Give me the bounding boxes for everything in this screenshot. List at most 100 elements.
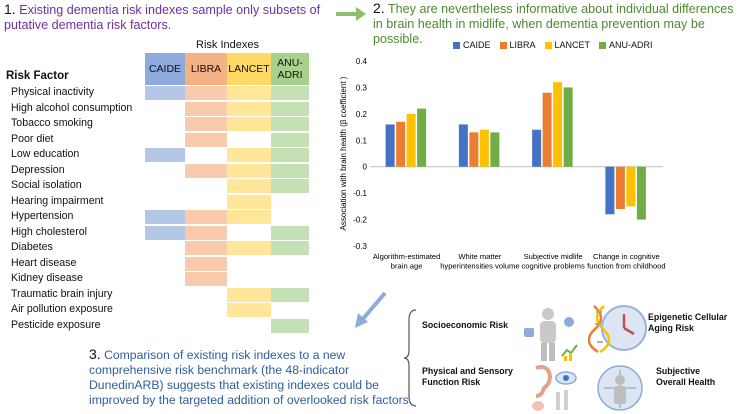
table-title: Risk Indexes (196, 39, 259, 51)
index-cell-lancet (227, 287, 271, 302)
index-cell-lancet (227, 179, 271, 193)
y-tick-label: 0.2 (356, 110, 368, 119)
bar-lancet-1 (479, 129, 489, 167)
legend-label: LANCET (554, 40, 591, 50)
index-cell-lancet (227, 86, 271, 100)
index-cell-caide (145, 148, 185, 162)
x-category-label: Subjective midlife (524, 252, 583, 261)
risk-factor-label: High cholesterol (11, 225, 87, 238)
index-cell-anu-adri (271, 163, 309, 178)
risk-factor-label: Social isolation (11, 179, 82, 191)
sensory-icon (532, 365, 577, 411)
y-tick-label: -0.2 (353, 216, 367, 225)
index-cell-lancet (227, 117, 271, 131)
risk-factor-row: Poor diet (0, 132, 320, 148)
down-left-arrow-icon (355, 291, 387, 328)
index-cell-libra (185, 101, 227, 116)
risk-factor-label: Air pollution exposure (11, 303, 113, 315)
risk-factor-row: Hypertension (0, 209, 320, 225)
index-cell-caide (145, 86, 185, 100)
risk-factor-label: Depression (11, 163, 65, 176)
risk-factor-label: Traumatic brain injury (11, 287, 113, 300)
legend-swatch (544, 41, 552, 49)
risk-factor-label: Physical inactivity (11, 86, 95, 98)
risk-factor-label: Diabetes (11, 241, 53, 253)
epigenetic-risk-label: Epigenetic Cellular Aging Risk (648, 312, 728, 333)
overall-health-icon (597, 365, 643, 411)
column-header-caide: CAIDE (145, 53, 185, 85)
bar-lancet-0 (406, 113, 416, 167)
index-cell-lancet (227, 194, 271, 209)
heading-3: 3. Comparison of existing risk indexes t… (89, 347, 419, 408)
person-icon (524, 308, 578, 361)
risk-factor-row: Kidney disease (0, 271, 320, 287)
risk-factor-label: Hypertension (11, 210, 74, 222)
risk-factor-row: Heart disease (0, 256, 320, 272)
bar-libra-0 (396, 121, 406, 167)
bar-caide-3 (605, 166, 615, 215)
index-cell-libra (185, 241, 227, 255)
risk-factor-label: Poor diet (11, 132, 54, 145)
index-cell-lancet (227, 163, 271, 178)
index-cell-anu-adri (271, 241, 309, 255)
bar-caide-1 (458, 124, 468, 167)
x-category-label: hyperintensities volume (440, 262, 519, 271)
legend-item: LANCET (544, 40, 591, 50)
index-cell-anu-adri (271, 117, 309, 131)
index-cell-anu-adri (271, 287, 309, 302)
index-cell-libra (185, 210, 227, 224)
index-cell-lancet (227, 210, 271, 224)
index-cell-libra (185, 132, 227, 147)
risk-factor-label: High alcohol consumption (11, 101, 133, 114)
column-header-anu-adri: ANU-ADRI (271, 53, 309, 85)
index-cell-anu-adri (271, 179, 309, 193)
legend-item: CAIDE (453, 40, 491, 50)
y-tick-label: -0.3 (353, 242, 367, 251)
y-tick-label: 0.3 (356, 83, 368, 92)
index-cell-lancet (227, 303, 271, 317)
y-axis-label: Association with brain health (β coeffic… (339, 76, 348, 230)
chart-legend: CAIDE LIBRA LANCET ANU-ADRI (453, 40, 653, 50)
index-cell-libra (185, 256, 227, 271)
x-category-label: Change in cognitive (593, 252, 660, 261)
index-cell-caide (145, 225, 185, 240)
index-cell-caide (145, 210, 185, 224)
risk-factor-row: Depression (0, 163, 320, 179)
risk-factor-label: Pesticide exposure (11, 318, 101, 331)
column-header-lancet: LANCET (227, 53, 271, 85)
heading-1: 1. Existing dementia risk indexes sample… (4, 2, 334, 33)
right-arrow-icon (336, 7, 366, 21)
bar-anu-adri-0 (417, 108, 427, 167)
x-category-label: Algorithm-estimated (373, 252, 441, 261)
risk-factor-label: Heart disease (11, 256, 77, 269)
heading-2-text: They are nevertheless informative about … (373, 2, 734, 46)
bar-libra-1 (469, 132, 479, 167)
risk-factor-row: High cholesterol (0, 225, 320, 241)
physical-sensory-risk-label: Physical and Sensory Function Risk (422, 366, 513, 387)
risk-factor-row: High alcohol consumption (0, 101, 320, 117)
legend-swatch (599, 41, 607, 49)
risk-factor-label: Kidney disease (11, 272, 83, 284)
bar-chart: Association with brain health (β coeffic… (339, 57, 666, 271)
bar-caide-2 (532, 129, 542, 167)
dna-clock-icon (588, 305, 647, 354)
heading-3-text: Comparison of existing risk indexes to a… (89, 348, 413, 407)
bar-anu-adri-3 (636, 166, 646, 220)
index-cell-anu-adri (271, 318, 309, 333)
legend-swatch (499, 41, 507, 49)
legend-item: LIBRA (499, 40, 536, 50)
bar-lancet-3 (626, 166, 636, 207)
risk-domains-graphic: Socioeconomic Risk Epigenetic Cellular A… (404, 302, 740, 414)
x-category-label: White matter (458, 252, 502, 261)
heading-1-number: 1. (4, 1, 16, 17)
heading-2: 2. They are nevertheless informative abo… (373, 1, 739, 47)
y-tick-label: -0.1 (353, 189, 367, 198)
index-cell-libra (185, 225, 227, 240)
index-cell-anu-adri (271, 132, 309, 147)
bar-libra-3 (615, 166, 625, 209)
legend-item: ANU-ADRI (599, 40, 653, 50)
index-cell-libra (185, 272, 227, 286)
y-tick-label: 0 (363, 163, 368, 172)
x-category-label: function from childhood (587, 262, 666, 271)
index-cell-libra (185, 163, 227, 178)
